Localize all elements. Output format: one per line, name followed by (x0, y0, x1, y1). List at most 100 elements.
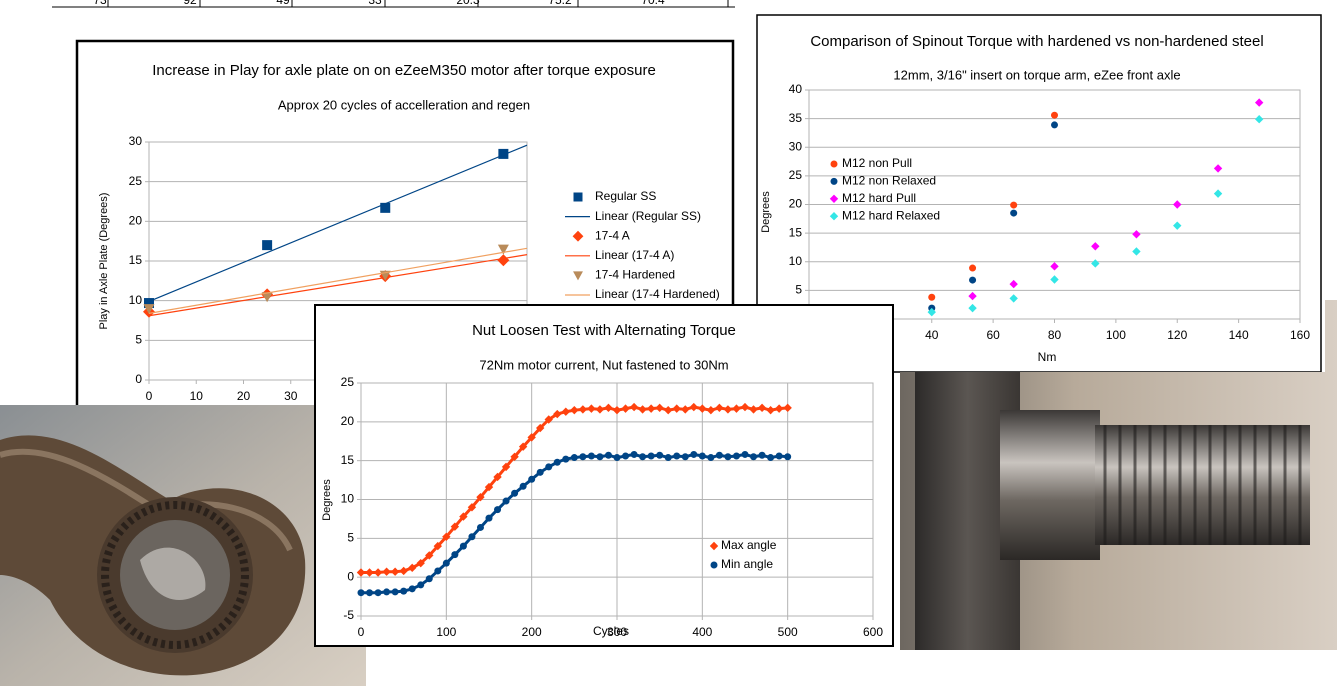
y-tick-label: 25 (341, 375, 355, 389)
legend-swatch (573, 271, 583, 281)
legend-label: Linear (Regular SS) (595, 209, 701, 223)
x-tick-label: 60 (986, 328, 1000, 342)
point (380, 202, 391, 213)
point (740, 402, 750, 412)
point (604, 451, 612, 459)
point (1051, 111, 1058, 119)
y-tick-label: 15 (789, 225, 803, 239)
point (767, 454, 775, 462)
point (365, 568, 374, 577)
point (927, 307, 936, 317)
legend-swatch (573, 192, 583, 202)
thread-lines (1103, 425, 1302, 545)
table-cell: 73 (93, 0, 107, 7)
y-tick-label: 30 (129, 134, 143, 148)
photo-wrench (0, 405, 366, 686)
legend-swatch (572, 230, 584, 242)
point (442, 559, 450, 567)
plot-border (808, 89, 1301, 320)
point (775, 452, 783, 460)
point (433, 541, 442, 551)
point (579, 453, 587, 461)
point (511, 489, 519, 497)
point (732, 404, 741, 413)
x-tick-label: 10 (190, 389, 204, 403)
point (261, 292, 273, 303)
series-line (148, 247, 528, 314)
point (544, 415, 553, 424)
y-tick-label: 20 (789, 197, 803, 211)
legend-label: M12 hard Relaxed (842, 208, 940, 222)
table-fragment: 73 92 49 33 20.3 75.2 70.4 (52, 0, 735, 8)
point (672, 404, 681, 413)
legend-label: 17-4 A (595, 228, 630, 242)
point (1132, 247, 1141, 256)
point (390, 567, 400, 576)
point (587, 452, 595, 460)
y-tick-label: 10 (341, 492, 355, 506)
point (553, 458, 561, 466)
y-tick-label: 5 (347, 531, 354, 545)
point (638, 405, 647, 414)
x-tick-label: 80 (1048, 328, 1062, 342)
x-tick-label: 160 (1290, 328, 1310, 342)
photo-bolt (900, 300, 1337, 650)
point (784, 453, 792, 461)
point (493, 472, 502, 482)
y-axis-label: Degrees (321, 479, 333, 521)
point (143, 304, 155, 315)
point (366, 589, 374, 597)
point (562, 455, 570, 463)
point (502, 497, 510, 505)
point (497, 254, 510, 267)
point (553, 409, 562, 419)
point (399, 566, 408, 576)
point (373, 568, 383, 577)
legend-label: 17-4 Hardened (595, 268, 675, 282)
point (518, 442, 528, 451)
point (519, 482, 527, 490)
point (494, 506, 502, 514)
point (1254, 98, 1264, 107)
point (391, 588, 399, 596)
legend-swatch (830, 160, 838, 168)
point (425, 551, 434, 560)
bolt-shank (1000, 410, 1100, 560)
chart-frame (314, 304, 894, 647)
legend-label: Max angle (721, 538, 777, 552)
point (969, 264, 977, 272)
x-tick-label: 100 (1106, 328, 1126, 342)
point (689, 402, 698, 412)
point (144, 298, 154, 309)
point (527, 433, 536, 442)
point (656, 451, 664, 459)
point (467, 503, 477, 512)
point (1091, 259, 1100, 268)
point (485, 514, 493, 522)
chart-title: Nut Loosen Test with Alternating Torque (472, 322, 736, 339)
point (715, 403, 724, 413)
y-tick-label: 5 (135, 333, 142, 347)
table-cell: 70.4 (641, 0, 665, 7)
point (476, 523, 484, 531)
y-tick-label: 10 (129, 293, 143, 307)
legend-label: Linear (17-4 A) (595, 248, 674, 262)
x-axis-label: Nm (1038, 350, 1057, 364)
point (612, 405, 622, 415)
point (622, 452, 630, 460)
point (681, 405, 690, 414)
point (613, 454, 621, 462)
y-tick-label: 25 (789, 168, 803, 182)
point (408, 585, 416, 593)
point (969, 276, 977, 284)
point (968, 303, 977, 313)
point (408, 563, 417, 573)
point (741, 450, 749, 458)
legend-swatch (710, 561, 718, 569)
point (1009, 279, 1018, 289)
point (1173, 200, 1182, 209)
point (595, 405, 605, 414)
point (783, 403, 792, 413)
